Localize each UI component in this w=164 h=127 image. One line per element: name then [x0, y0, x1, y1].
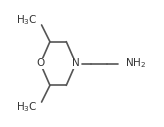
Text: NH$_2$: NH$_2$ — [125, 57, 146, 70]
Text: H$_3$C: H$_3$C — [16, 100, 38, 114]
Text: H$_3$C: H$_3$C — [16, 13, 38, 27]
Text: N: N — [72, 59, 80, 68]
Text: O: O — [36, 59, 44, 68]
